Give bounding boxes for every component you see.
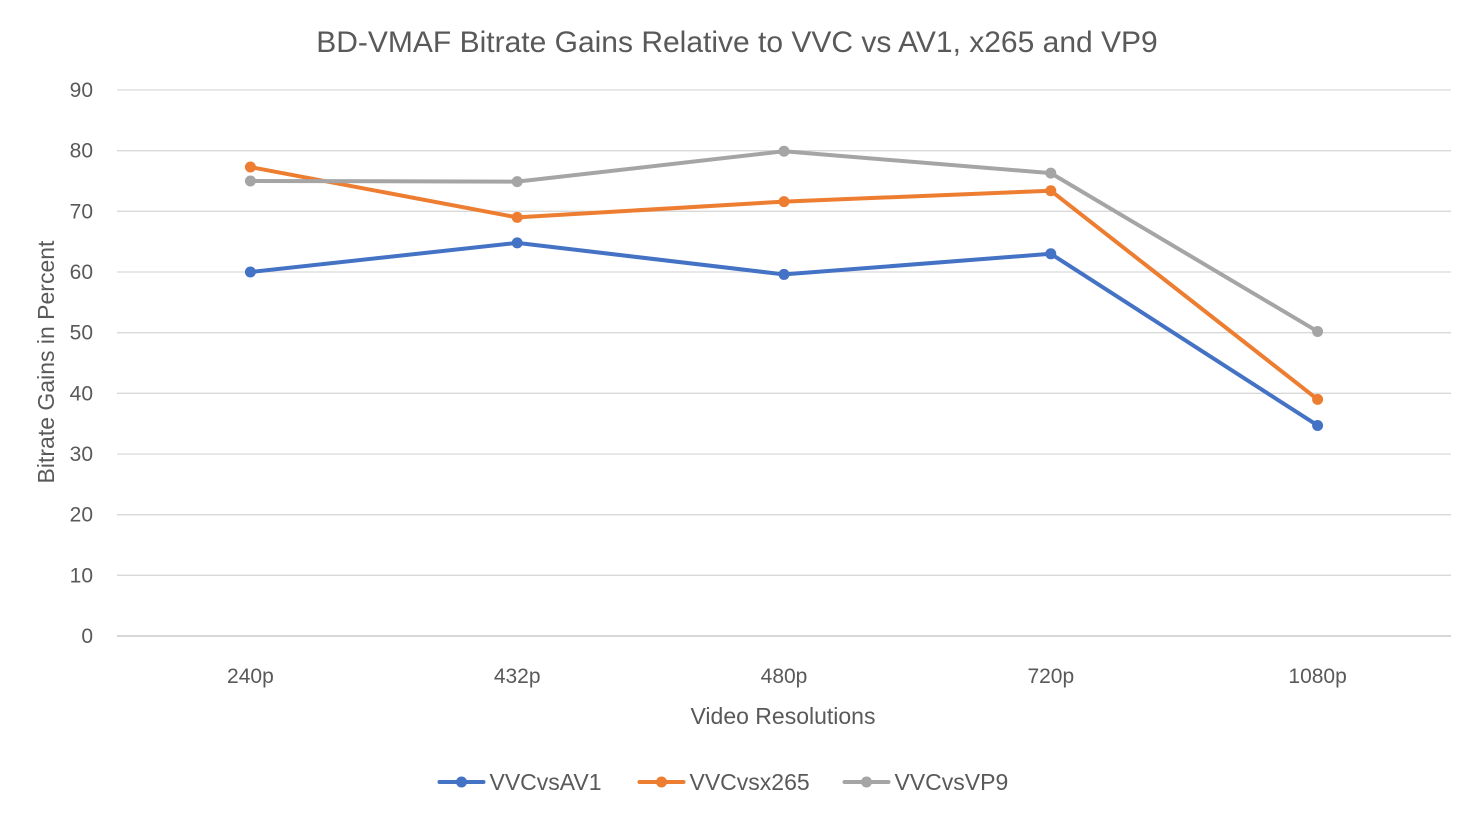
data-point: [244, 266, 256, 278]
data-point: [778, 268, 790, 280]
series-VVCvsx265: [244, 161, 1324, 405]
legend-label: VVCvsVP9: [895, 769, 1009, 795]
y-axis-label: Bitrate Gains in Percent: [33, 240, 59, 484]
x-axis-label: Video Resolutions: [691, 703, 876, 729]
legend-label: VVCvsx265: [690, 769, 810, 795]
data-point: [244, 175, 256, 187]
data-point: [1312, 419, 1324, 431]
data-point: [778, 145, 790, 157]
legend-marker: [456, 776, 467, 788]
data-point: [1045, 167, 1057, 179]
x-tick-label: 1080p: [1288, 665, 1346, 688]
legend-marker: [861, 776, 872, 788]
series-VVCvsVP9: [244, 145, 1324, 337]
legend-item-VVCvsVP9: VVCvsVP9: [842, 769, 1009, 795]
legend-marker: [656, 776, 667, 788]
y-tick-label: 50: [70, 322, 93, 345]
data-point: [778, 196, 790, 208]
y-tick-label: 10: [70, 564, 93, 587]
data-point: [1312, 393, 1324, 405]
x-tick-label: 720p: [1027, 665, 1074, 688]
x-axis-ticks: 240p 432p 480p 720p 1080p: [227, 665, 1347, 688]
data-point: [511, 237, 523, 249]
data-point: [1312, 325, 1324, 337]
data-point: [244, 161, 256, 173]
y-tick-label: 70: [70, 200, 93, 223]
x-tick-label: 240p: [227, 665, 274, 688]
data-point: [511, 211, 523, 223]
y-tick-label: 30: [70, 443, 93, 466]
data-point: [1045, 248, 1057, 260]
y-tick-label: 90: [70, 79, 93, 102]
legend-item-VVCvsx265: VVCvsx265: [637, 769, 810, 795]
y-tick-label: 80: [70, 140, 93, 163]
series-VVCvsAV1: [244, 237, 1324, 431]
legend: VVCvsAV1 VVCvsx265 VVCvsVP9: [437, 769, 1009, 795]
y-tick-label: 60: [70, 261, 93, 284]
gridlines: [117, 89, 1451, 637]
legend-label: VVCvsAV1: [490, 769, 602, 795]
y-axis-ticks: 0 10 20 30 40 50 60 70 80 90: [70, 79, 93, 648]
y-tick-label: 40: [70, 382, 93, 405]
data-point: [511, 176, 523, 188]
x-tick-label: 432p: [494, 665, 541, 688]
y-tick-label: 20: [70, 504, 93, 527]
series-group: [244, 145, 1324, 431]
series-line: [248, 149, 1320, 334]
legend-item-VVCvsAV1: VVCvsAV1: [437, 769, 602, 795]
data-point: [1045, 185, 1057, 197]
y-tick-label: 0: [81, 625, 93, 648]
chart-title: BD-VMAF Bitrate Gains Relative to VVC vs…: [316, 26, 1157, 59]
x-tick-label: 480p: [761, 665, 808, 688]
